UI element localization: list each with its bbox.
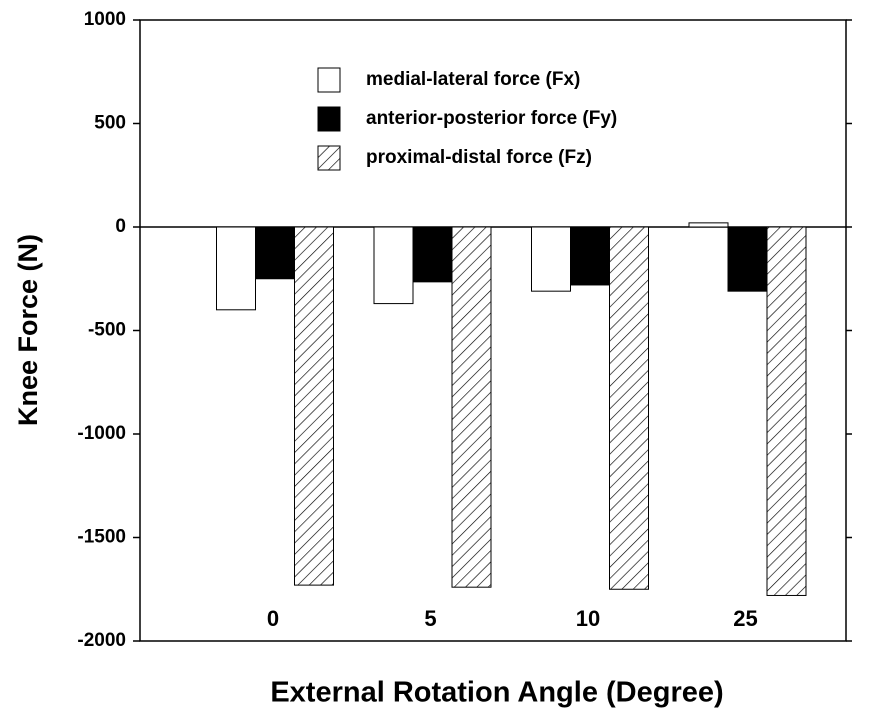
bar [451, 226, 492, 588]
y-tick-label: -1500 [77, 527, 126, 548]
y-tick-label: -500 [88, 320, 126, 341]
y-tick-label: -2000 [77, 630, 126, 651]
bar [727, 226, 768, 292]
bar [531, 226, 571, 292]
bar [255, 226, 295, 280]
bar [570, 226, 610, 286]
legend-label: anterior-posterior force (Fy) [366, 108, 617, 129]
bar [609, 226, 649, 590]
x-tick-label: 5 [424, 606, 436, 631]
y-tick-label: -1000 [77, 423, 126, 444]
legend-swatch [317, 67, 341, 93]
bar [688, 222, 729, 228]
x-tick-label: 0 [267, 606, 279, 631]
bar [216, 226, 256, 311]
legend-swatch [317, 145, 341, 171]
legend-label: medial-lateral force (Fx) [366, 69, 580, 90]
x-tick-label: 25 [733, 606, 757, 631]
legend-label: proximal-distal force (Fz) [366, 147, 592, 168]
legend-swatch [317, 106, 341, 132]
bar [294, 226, 334, 586]
y-tick-label: 500 [94, 113, 126, 134]
y-axis-label: Knee Force (N) [13, 234, 43, 426]
bar [373, 226, 414, 305]
y-tick-label: 1000 [84, 9, 126, 30]
bar [766, 226, 807, 596]
bar [412, 226, 453, 283]
y-tick-label: 0 [115, 216, 126, 237]
x-tick-label: 10 [576, 606, 600, 631]
x-axis-label: External Rotation Angle (Degree) [270, 677, 723, 709]
